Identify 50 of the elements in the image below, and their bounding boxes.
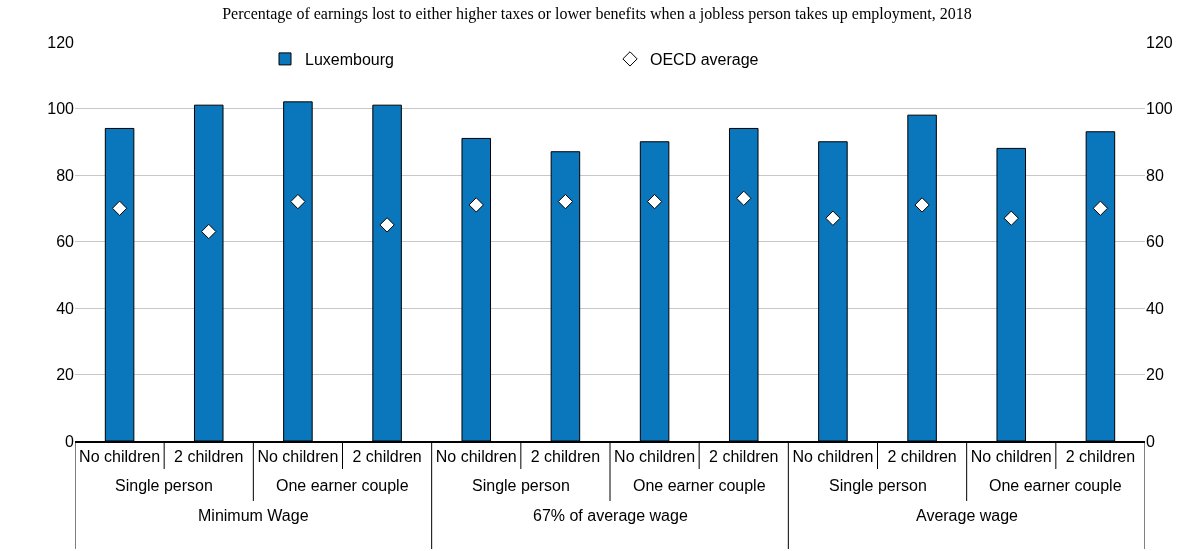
point [379, 217, 395, 233]
x-tick-label: No children [614, 448, 696, 466]
y-tick-label: 20 [56, 366, 75, 384]
x-tick-label: No children [970, 448, 1052, 466]
text: One earner couple [989, 477, 1122, 494]
text: Single person [115, 477, 213, 494]
x-tick-label: No children [792, 448, 874, 466]
y-tick-label: 40 [56, 299, 75, 317]
x-tick-label: No children [435, 448, 517, 466]
x-tick-label: 2 children [352, 448, 422, 466]
legend-label: OECD average [650, 51, 759, 69]
x-tick-label: 2 children [709, 448, 779, 466]
point [736, 190, 752, 206]
x-tick-label: 2 children [1065, 448, 1136, 466]
y2-tick-label: 40 [1146, 299, 1164, 317]
point [290, 193, 306, 210]
y-tick-label: 120 [47, 33, 75, 51]
y2-tick-label: 100 [1146, 100, 1173, 118]
point [111, 200, 128, 216]
y2-tick-label: 120 [1146, 33, 1173, 51]
text: Single person [472, 477, 570, 494]
legend-label: Luxembourg [305, 51, 394, 69]
text: Minimum Wage [198, 507, 309, 524]
chart-title: Percentage of earnings lost to either higher taxes or lower benefits when a jobless person takes up employment, 2018 [222, 5, 972, 24]
x-tick-label: 2 children [530, 448, 601, 466]
y2-tick-label: 20 [1146, 366, 1164, 384]
y-tick-label: 100 [47, 100, 75, 118]
text: One earner couple [633, 477, 766, 494]
y-tick-label: 60 [56, 233, 75, 251]
point [646, 193, 663, 210]
text: One earner couple [276, 477, 409, 494]
y-tick-label: 80 [56, 166, 75, 184]
point [1092, 200, 1109, 216]
point [557, 193, 574, 210]
point [468, 197, 484, 213]
text: Single person [829, 477, 927, 494]
text: 67% of average wage [533, 507, 688, 524]
y2-tick-label: 60 [1146, 233, 1164, 251]
point [1003, 210, 1019, 226]
x-tick-label: 2 children [887, 448, 957, 466]
y2-tick-label: 0 [1146, 432, 1155, 450]
text: Average wage [916, 507, 1019, 524]
point [201, 223, 217, 240]
x-tick-label: No children [257, 448, 339, 466]
point [914, 197, 930, 213]
x-tick-label: No children [79, 448, 161, 466]
y2-tick-label: 80 [1146, 166, 1164, 184]
x-tick-label: 2 children [174, 448, 244, 466]
y-tick-label: 0 [65, 432, 75, 450]
point [825, 210, 841, 226]
